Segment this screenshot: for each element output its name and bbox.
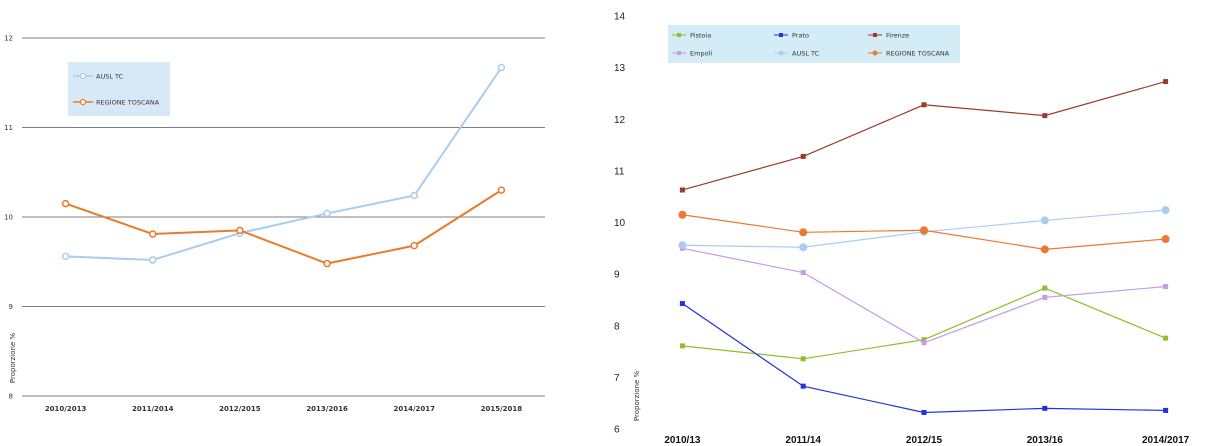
legend-box xyxy=(668,25,960,63)
y-tick-label: 8 xyxy=(614,321,620,332)
x-tick-label: 2014/2017 xyxy=(1142,435,1190,446)
series-line xyxy=(65,189,502,265)
legend-label: AUSL TC xyxy=(792,50,820,58)
data-point xyxy=(1161,235,1170,244)
y-tick-label: 10 xyxy=(4,214,13,222)
y-axis-label: Proporzione % xyxy=(9,333,17,384)
data-point xyxy=(323,259,331,268)
x-tick-label: 2011/14 xyxy=(785,435,821,446)
data-point xyxy=(410,241,418,250)
data-point xyxy=(236,226,244,235)
chart-left-svg: 8 9 10 11 12 2010/2013 2011/2014 2012/2015 2013/… xyxy=(4,35,545,413)
data-point xyxy=(323,209,331,218)
x-tick-label: 2010/13 xyxy=(664,435,701,446)
data-point xyxy=(921,409,927,415)
series-line xyxy=(65,66,503,261)
data-point xyxy=(497,186,506,194)
data-point xyxy=(800,153,806,159)
y-axis-label: Proporzione % xyxy=(633,371,641,422)
legend-marker xyxy=(677,51,681,55)
data-point xyxy=(61,252,70,261)
data-point xyxy=(149,230,157,238)
y-tick-label: 6 xyxy=(614,425,620,436)
legend-label: Prato xyxy=(792,32,809,40)
y-tick-label: 10 xyxy=(614,218,626,229)
data-point xyxy=(1163,79,1169,85)
legend-label: AUSL TC xyxy=(96,73,124,81)
y-tick-label: 11 xyxy=(4,124,13,132)
legend-marker xyxy=(778,50,784,56)
series-line xyxy=(682,287,1166,360)
data-point xyxy=(921,102,927,108)
chart-right-svg: 6 7 8 9 10 11 12 13 14 2010/13 2011/14 2012/15 2013/… xyxy=(614,12,1190,446)
data-point xyxy=(1163,335,1169,341)
y-tick-label: 12 xyxy=(614,115,626,126)
y-tick-label: 11 xyxy=(614,166,625,177)
x-tick-label: 2012/15 xyxy=(906,435,943,446)
chart-right: 6 7 8 9 10 11 12 13 14 2010/13 2011/14 2012/15 2013/… xyxy=(612,0,1226,446)
data-point xyxy=(1163,284,1169,290)
data-point xyxy=(799,243,808,252)
legend-label: REGIONE TOSCANA xyxy=(886,50,950,58)
legend-label: Firenze xyxy=(886,32,909,40)
data-point xyxy=(678,210,687,219)
legend-marker xyxy=(79,72,87,80)
data-point xyxy=(497,63,506,72)
x-tick-label: 2013/16 xyxy=(1027,435,1064,446)
data-point xyxy=(149,256,157,264)
series-line xyxy=(682,303,1166,414)
data-point xyxy=(1042,405,1048,411)
series-line xyxy=(682,80,1166,191)
data-point xyxy=(1161,206,1170,215)
data-point xyxy=(61,199,70,208)
y-tick-label: 8 xyxy=(9,393,13,401)
data-point xyxy=(679,343,685,349)
legend-marker xyxy=(79,98,87,106)
legend-label: Empoli xyxy=(690,50,712,58)
data-point xyxy=(678,241,687,250)
legend-marker xyxy=(779,33,783,37)
data-point xyxy=(921,340,927,346)
legend-marker xyxy=(873,33,877,37)
data-point xyxy=(1042,113,1048,119)
y-tick-label: 12 xyxy=(4,35,13,43)
x-tick-label: 2014/2017 xyxy=(393,405,435,413)
data-point xyxy=(1042,294,1048,300)
legend-marker xyxy=(677,33,681,37)
x-tick-label: 2011/2014 xyxy=(132,405,174,413)
y-tick-label: 9 xyxy=(614,270,620,281)
x-tick-label: 2010/2013 xyxy=(45,405,87,413)
legend-label: Pistoia xyxy=(690,32,711,40)
data-point xyxy=(800,383,806,389)
x-tick-label: 2015/2018 xyxy=(481,405,523,413)
y-tick-label: 14 xyxy=(614,12,626,23)
legend-marker xyxy=(872,50,878,56)
y-tick-label: 9 xyxy=(9,303,13,311)
data-point xyxy=(1042,285,1048,291)
data-point xyxy=(679,187,685,193)
legend-label: REGIONE TOSCANA xyxy=(96,99,160,107)
data-point xyxy=(1040,216,1049,225)
data-point xyxy=(920,226,928,235)
data-point xyxy=(800,356,806,362)
chart-left: 8 9 10 11 12 2010/2013 2011/2014 2012/2015 2013/… xyxy=(0,0,600,446)
data-point xyxy=(1040,245,1049,254)
y-tick-label: 13 xyxy=(614,63,626,74)
y-tick-label: 7 xyxy=(614,373,620,384)
x-tick-label: 2012/2015 xyxy=(219,405,261,413)
legend-box xyxy=(68,62,170,116)
data-point xyxy=(410,191,418,200)
data-point xyxy=(800,270,806,276)
data-point xyxy=(679,301,685,307)
data-point xyxy=(1163,407,1169,413)
x-tick-label: 2013/2016 xyxy=(306,405,348,413)
series-line xyxy=(682,247,1166,344)
data-point xyxy=(921,337,927,343)
data-point xyxy=(799,228,808,237)
